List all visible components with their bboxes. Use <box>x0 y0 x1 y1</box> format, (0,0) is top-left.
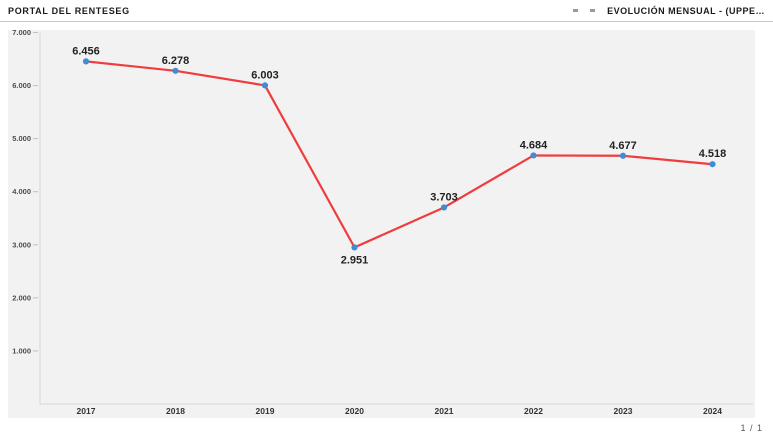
data-point[interactable] <box>440 204 448 211</box>
y-tick-label: 6.000 <box>12 81 31 90</box>
data-point[interactable] <box>261 82 269 89</box>
data-point-label: 4.684 <box>520 139 548 151</box>
x-tick-label: 2023 <box>614 406 633 416</box>
report-title: EVOLUCIÓN MENSUAL - (UPPE… <box>607 5 765 16</box>
evolution-line-chart[interactable]: 7.000 6.000 5.000 4.000 3.000 2.000 1.000 2017 2… <box>8 30 755 418</box>
data-point-label: 4.518 <box>699 148 727 160</box>
data-line <box>85 60 713 249</box>
data-point[interactable] <box>619 152 627 159</box>
separator-dot-icon <box>590 9 596 12</box>
page-title: PORTAL DEL RENTESEG <box>8 5 130 16</box>
x-tick-label: 2017 <box>77 406 96 416</box>
x-tick-label: 2022 <box>524 406 543 416</box>
data-point-label: 6.278 <box>162 55 190 67</box>
page-indicator: 1 / 1 <box>740 423 763 433</box>
y-tick-label: 4.000 <box>12 187 31 196</box>
x-tick-label: 2020 <box>345 406 364 416</box>
data-point[interactable] <box>709 161 716 168</box>
data-point[interactable] <box>351 244 358 251</box>
x-tick-label: 2024 <box>703 406 722 416</box>
data-point-label: 3.703 <box>430 191 458 203</box>
data-point-label: 2.951 <box>341 254 369 266</box>
data-point-label: 6.456 <box>72 45 100 57</box>
x-tick-label: 2019 <box>256 406 275 416</box>
data-point[interactable] <box>172 67 179 74</box>
x-tick-label: 2021 <box>435 406 454 416</box>
y-tick-label: 5.000 <box>12 134 31 143</box>
data-point-label: 4.677 <box>609 140 637 152</box>
y-tick-label: 1.000 <box>12 346 31 355</box>
data-point[interactable] <box>82 58 90 65</box>
y-tick-label: 3.000 <box>12 240 31 249</box>
data-point[interactable] <box>530 152 537 159</box>
header-right: EVOLUCIÓN MENSUAL - (UPPE… <box>573 6 765 16</box>
chart-card: 7.000 6.000 5.000 4.000 3.000 2.000 1.000 2017 2… <box>8 30 755 418</box>
y-tick-label: 2.000 <box>12 293 31 302</box>
header: PORTAL DEL RENTESEG EVOLUCIÓN MENSUAL - … <box>0 0 773 22</box>
y-tick-label: 7.000 <box>12 30 31 37</box>
x-tick-label: 2018 <box>166 406 185 416</box>
data-point-label: 6.003 <box>251 69 279 81</box>
separator-dot-icon <box>573 9 579 12</box>
